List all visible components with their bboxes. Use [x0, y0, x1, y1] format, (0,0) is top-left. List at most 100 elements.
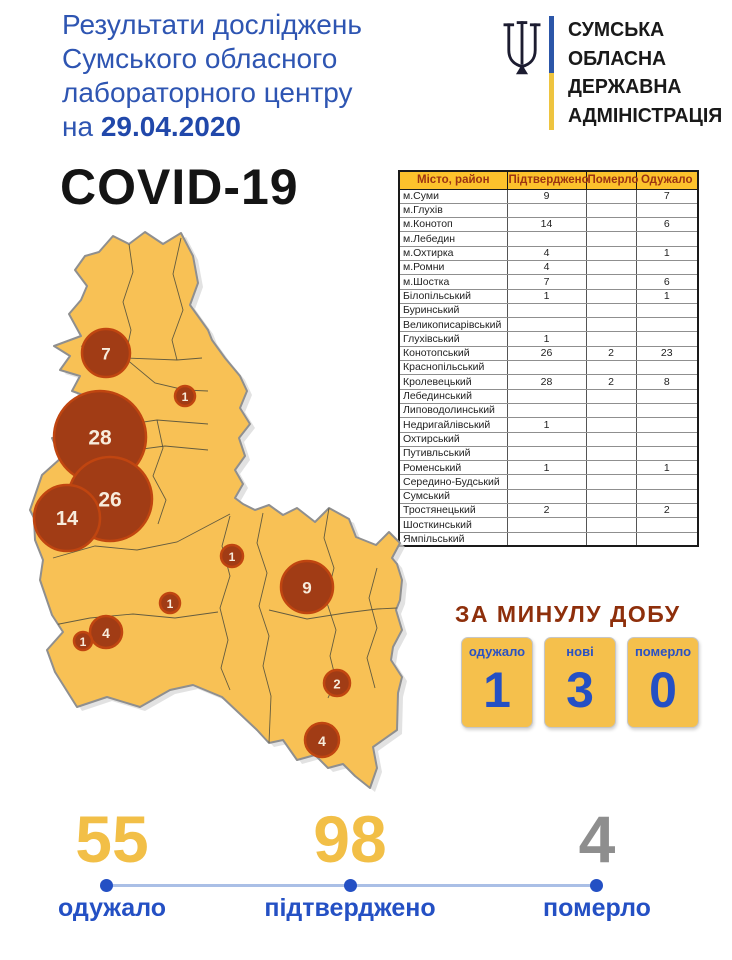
value-cell [585, 417, 637, 433]
title-line-3: лабораторного центру [62, 77, 353, 108]
value-cell [585, 431, 637, 447]
case-bubble [88, 614, 124, 650]
district-name-cell: м.Глухів [398, 202, 508, 219]
value-cell [585, 474, 637, 490]
district-name-cell: м.Лебедин [398, 231, 508, 247]
value-cell [585, 188, 637, 204]
value-cell [506, 388, 587, 404]
value-cell: 2 [506, 503, 587, 519]
value-cell [585, 445, 637, 462]
lastday-cards: одужало 1 нові 3 померло 0 [461, 637, 699, 728]
value-cell: 1 [635, 245, 699, 261]
value-cell [585, 402, 637, 419]
value-cell [635, 488, 699, 505]
value-cell [506, 474, 587, 490]
table-row: м.Шостка 7 6 [398, 274, 699, 290]
value-cell [585, 360, 637, 376]
value-cell: 2 [635, 503, 699, 519]
value-cell: 6 [635, 274, 699, 290]
value-cell: 8 [635, 374, 699, 390]
covid-heading: COVID-19 [60, 159, 299, 215]
value-cell [635, 474, 699, 490]
value-cell: 26 [506, 345, 587, 362]
value-cell [506, 402, 587, 419]
value-cell [585, 302, 637, 319]
value-cell [506, 445, 587, 462]
case-bubble-value: 28 [88, 427, 112, 450]
value-cell [506, 317, 587, 333]
col-header-district: Місто, район [398, 170, 508, 190]
case-bubble-value: 7 [101, 345, 110, 364]
value-cell [585, 388, 637, 404]
value-cell [585, 460, 637, 476]
org-name-line: ОБЛАСНА [568, 46, 667, 70]
card-value: 0 [649, 662, 677, 718]
case-bubble [173, 384, 197, 408]
table-row: м.Охтирка 4 1 [398, 245, 699, 261]
table-row: Ямпільський [398, 531, 699, 547]
value-cell [635, 517, 699, 533]
value-cell [585, 259, 637, 276]
value-cell [506, 360, 587, 376]
value-cell [585, 288, 637, 304]
total-confirmed-label: підтверджено [264, 894, 436, 922]
table-row: м.Ромни 4 [398, 259, 699, 276]
value-cell: 28 [506, 374, 587, 390]
value-cell: 4 [506, 259, 587, 276]
value-cell [635, 431, 699, 447]
value-cell [585, 274, 637, 290]
value-cell: 23 [635, 345, 699, 362]
case-bubble-value: 4 [318, 733, 326, 749]
value-cell: 1 [506, 331, 587, 347]
case-bubble-value: 1 [80, 635, 87, 649]
timeline-dot [590, 879, 603, 892]
case-bubble [219, 543, 245, 569]
value-cell [635, 231, 699, 247]
card-value: 3 [566, 662, 594, 718]
table-row: Шосткинський [398, 517, 699, 533]
stats-table-body: м.Суми 9 7 м.Глухів м.Конотоп 14 6 м.Лебедин м.О… [398, 188, 699, 547]
value-cell: 1 [506, 288, 587, 304]
value-cell [506, 488, 587, 505]
total-confirmed-value: 98 [313, 802, 387, 876]
table-row: Буринський [398, 302, 699, 319]
value-cell [585, 317, 637, 333]
title-line-2: Сумського обласного [62, 43, 338, 74]
value-cell: 1 [506, 417, 587, 433]
value-cell [635, 331, 699, 347]
table-row: м.Конотоп 14 6 [398, 217, 699, 233]
table-row: м.Глухів [398, 202, 699, 219]
district-name-cell: м.Суми [398, 188, 508, 204]
case-bubble-value: 4 [102, 625, 110, 641]
value-cell [585, 503, 637, 519]
value-cell: 2 [585, 345, 637, 362]
value-cell [635, 202, 699, 219]
card-label: одужало [468, 644, 526, 659]
report-date: 29.04.2020 [100, 111, 241, 142]
card-new: нові 3 [544, 637, 616, 728]
title-date-line: на 29.04.2020 [62, 110, 472, 144]
title-line-1: Результати досліджень [62, 9, 362, 40]
value-cell [635, 360, 699, 376]
value-cell [585, 517, 637, 533]
case-bubble-value: 1 [167, 597, 174, 611]
value-cell [585, 531, 637, 547]
value-cell: 6 [635, 217, 699, 233]
case-bubble [303, 721, 341, 759]
page-title: Результати досліджень Сумського обласног… [62, 8, 472, 144]
card-value: 1 [483, 662, 511, 718]
tryzub-tail [515, 64, 529, 75]
case-bubble-value: 1 [182, 390, 189, 404]
case-bubble [72, 630, 94, 652]
value-cell [635, 445, 699, 462]
value-cell: 7 [506, 274, 587, 290]
col-header-recovered: Одужало [635, 170, 699, 190]
value-cell: 7 [635, 188, 699, 204]
value-cell [635, 388, 699, 404]
tryzub-icon [503, 21, 541, 75]
case-bubble [279, 559, 335, 615]
flag-bar [549, 16, 554, 130]
value-cell [585, 245, 637, 261]
value-cell [635, 417, 699, 433]
